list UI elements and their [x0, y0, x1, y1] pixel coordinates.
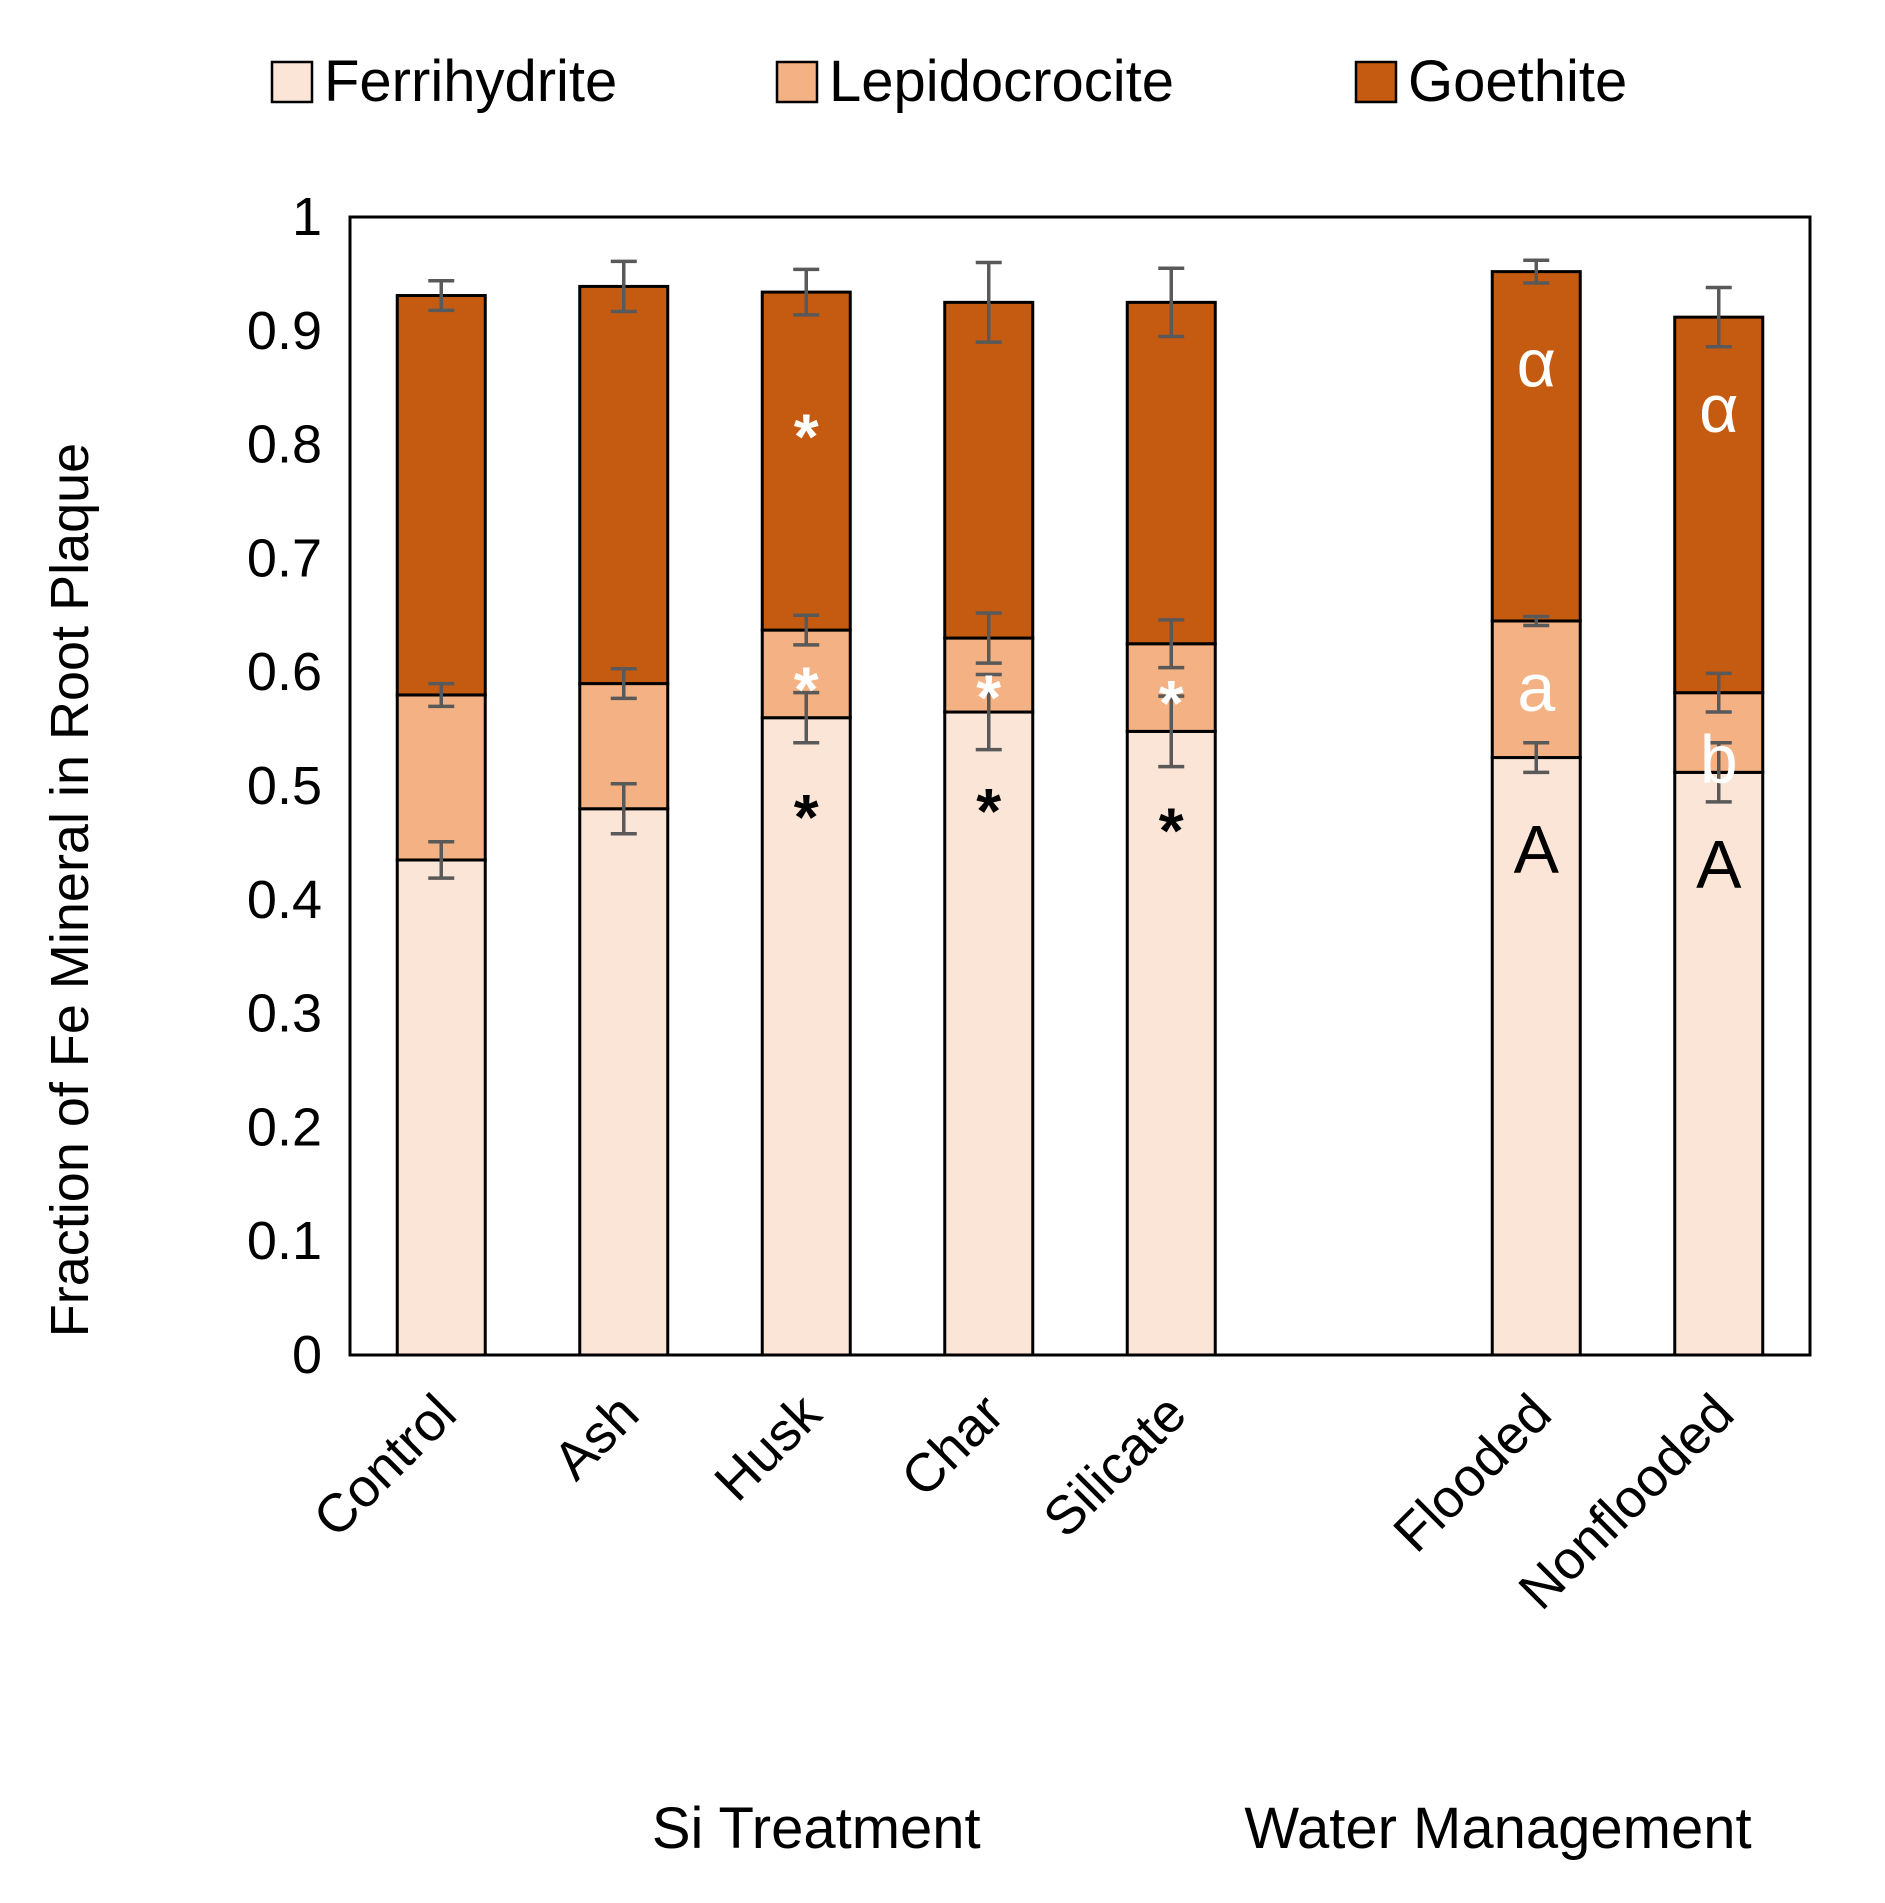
- y-tick-label: 0.5: [247, 756, 322, 816]
- annotation-asterisk: *: [976, 661, 1001, 733]
- x-tick-label: Char: [890, 1383, 1015, 1508]
- bars: [395, 270, 1765, 1357]
- error-bar-control-ferrihydrite: [428, 840, 455, 880]
- x-tick-label: Control: [302, 1383, 468, 1549]
- y-tick-label: 0.7: [247, 528, 322, 588]
- y-tick-label: 0.1: [247, 1211, 322, 1271]
- annotation-asterisk: *: [794, 781, 819, 853]
- annotation-letter: a: [1517, 650, 1555, 726]
- error-bar-flooded-goethite: [1523, 258, 1550, 285]
- error-bar-ash-ferrihydrite: [610, 781, 637, 836]
- legend-label: Goethite: [1408, 49, 1627, 114]
- annotation-letter: A: [1514, 812, 1560, 888]
- error-bar-flooded-lepidocrocite: [1523, 614, 1550, 628]
- x-axis-group-labels: Si Treatment Water Management: [652, 1796, 1752, 1861]
- error-bar-control-goethite: [428, 278, 455, 313]
- bar-flooded-ferrihydrite: [1490, 756, 1582, 1357]
- y-tick-label: 0.2: [247, 1097, 322, 1157]
- plot-frame: [348, 215, 1812, 1357]
- significance-annotations: * * * * * * * A Aa b α α: [794, 326, 1742, 903]
- error-bar-husk-ferrihydrite: [793, 690, 820, 745]
- error-bar-silicate-goethite: [1158, 266, 1185, 339]
- legend-item-lepidocrocite: Lepidocrocite: [775, 49, 1174, 114]
- annotation-letter: α: [1699, 371, 1738, 447]
- bar-control-goethite: [395, 294, 487, 697]
- annotation-letter: α: [1517, 326, 1556, 402]
- error-bar-nonflooded-ferrihydrite: [1705, 741, 1732, 804]
- legend-swatch: [270, 60, 314, 104]
- y-axis-ticks: 0 0.1 0.2 0.3 0.4 0.5 0.6 0.7 0.8 0.9 1: [247, 187, 322, 1385]
- group-label-si-treatment: Si Treatment: [652, 1796, 981, 1861]
- error-bars: [428, 258, 1732, 880]
- y-tick-label: 0: [292, 1325, 322, 1385]
- legend-item-goethite: Goethite: [1354, 49, 1627, 114]
- x-tick-label: Flooded: [1382, 1383, 1562, 1563]
- bar-silicate-goethite: [1125, 300, 1217, 646]
- y-tick-label: 0.6: [247, 642, 322, 702]
- error-bar-ash-goethite: [610, 259, 637, 314]
- error-bar-char-lepidocrocite: [975, 611, 1002, 665]
- bar-char-goethite: [943, 300, 1035, 640]
- error-bar-silicate-ferrihydrite: [1158, 694, 1185, 769]
- bar-ash-ferrihydrite: [578, 807, 670, 1357]
- annotation-asterisk: *: [976, 775, 1001, 847]
- annotation-asterisk: *: [1159, 667, 1184, 739]
- annotation-asterisk: *: [1159, 794, 1184, 866]
- legend-swatch: [775, 60, 819, 104]
- legend-label: Ferrihydrite: [324, 49, 617, 114]
- group-label-water-management: Water Management: [1244, 1796, 1751, 1861]
- bar-char-ferrihydrite: [943, 710, 1035, 1357]
- legend-item-ferrihydrite: Ferrihydrite: [270, 49, 617, 114]
- error-bar-silicate-lepidocrocite: [1158, 618, 1185, 670]
- error-bar-husk-goethite: [793, 267, 820, 317]
- y-tick-label: 0.3: [247, 984, 322, 1044]
- x-axis-category-labels: Control Ash Husk Char Silicate FloodedNonfloo…: [302, 1382, 1745, 1620]
- legend: Ferrihydrite Lepidocrocite Goethite: [270, 49, 1627, 114]
- bar-control-lepidocrocite: [395, 693, 487, 862]
- error-bar-husk-lepidocrocite: [793, 613, 820, 647]
- bar-flooded-lepidocrocite: [1490, 619, 1582, 760]
- error-bar-flooded-ferrihydrite: [1523, 741, 1550, 775]
- bar-nonflooded-ferrihydrite: [1673, 770, 1765, 1357]
- bar-control-ferrihydrite: [395, 858, 487, 1357]
- error-bar-char-goethite: [975, 260, 1002, 344]
- y-tick-label: 0.8: [247, 415, 322, 475]
- error-bar-nonflooded-goethite: [1705, 285, 1732, 349]
- legend-label: Lepidocrocite: [829, 49, 1174, 114]
- y-tick-label: 0.9: [247, 301, 322, 361]
- annotation-letter: b: [1700, 722, 1738, 798]
- error-bar-nonflooded-lepidocrocite: [1705, 671, 1732, 714]
- error-bar-control-lepidocrocite: [428, 681, 455, 709]
- annotation-letter: A: [1696, 826, 1742, 902]
- bar-ash-goethite: [578, 284, 670, 686]
- bar-nonflooded-goethite: [1673, 315, 1765, 695]
- annotation-asterisk: *: [794, 401, 819, 473]
- error-bar-char-ferrihydrite: [975, 672, 1002, 752]
- y-tick-label: 0.4: [247, 870, 322, 930]
- error-bar-ash-lepidocrocite: [610, 667, 637, 701]
- bar-flooded-goethite: [1490, 270, 1582, 623]
- annotation-asterisk: *: [794, 653, 819, 725]
- x-tick-label: Silicate: [1032, 1383, 1198, 1549]
- x-tick-label: Husk: [703, 1382, 833, 1512]
- x-tick-label: Ash: [542, 1383, 650, 1491]
- y-tick-label: 1: [292, 187, 322, 247]
- y-axis-label: Fraction of Fe Mineral in Root Plaque: [40, 443, 100, 1337]
- legend-swatch: [1354, 60, 1398, 104]
